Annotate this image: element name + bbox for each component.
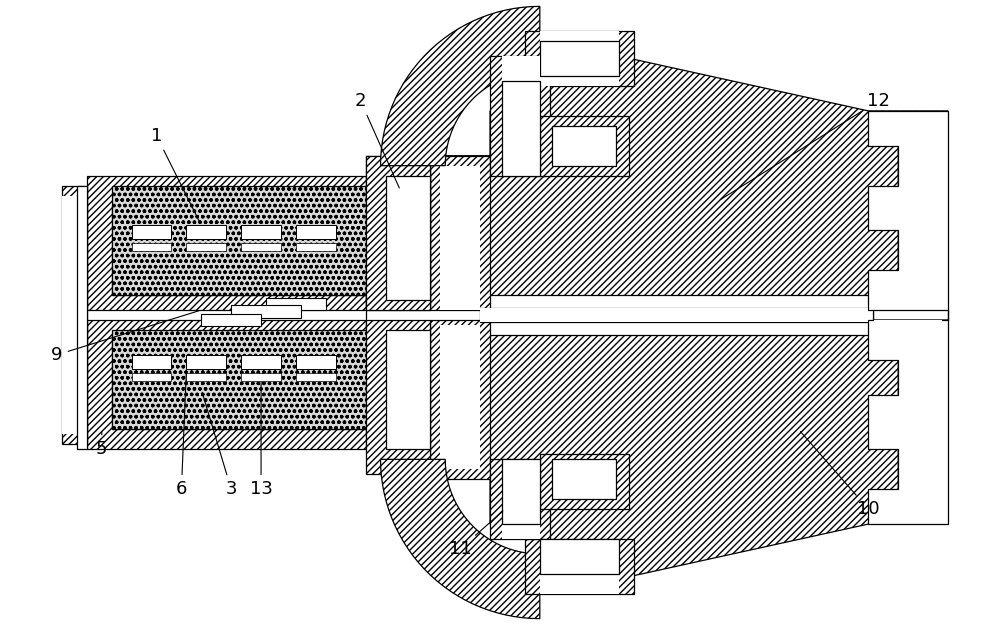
Polygon shape [381, 460, 540, 619]
Text: 5: 5 [96, 432, 108, 458]
Bar [386, 176, 430, 300]
Bar [201, 314, 261, 326]
Polygon shape [87, 320, 366, 450]
Bar [132, 225, 171, 240]
Polygon shape [868, 111, 948, 524]
Bar [241, 355, 281, 369]
Bar [241, 243, 281, 251]
Bar [132, 355, 171, 369]
Bar [540, 455, 629, 509]
Bar [540, 539, 619, 594]
Bar [480, 308, 873, 322]
Bar [540, 116, 629, 176]
Text: 2: 2 [355, 92, 399, 188]
Bar [525, 31, 634, 86]
Bar [266, 298, 326, 310]
Bar [366, 295, 873, 335]
Bar [231, 305, 301, 318]
Polygon shape [366, 155, 430, 310]
Polygon shape [381, 6, 540, 166]
Bar [502, 81, 540, 176]
Bar [77, 186, 87, 450]
Text: 9: 9 [51, 311, 199, 364]
Text: 3: 3 [202, 393, 237, 498]
Polygon shape [430, 56, 948, 310]
Bar [186, 243, 226, 251]
Bar [62, 186, 87, 445]
Bar [132, 372, 171, 381]
Text: 10: 10 [800, 431, 880, 518]
Bar [540, 31, 619, 86]
Bar [540, 41, 619, 76]
Bar [62, 196, 87, 435]
Bar [440, 325, 480, 469]
Bar [241, 225, 281, 240]
Bar [112, 186, 366, 295]
Bar [502, 56, 540, 176]
Polygon shape [87, 176, 366, 310]
Bar [186, 225, 226, 240]
Bar [112, 330, 366, 429]
Bar [296, 225, 336, 240]
Bar [480, 308, 868, 322]
Text: 11: 11 [449, 511, 503, 558]
Bar [552, 126, 616, 166]
Bar [490, 460, 550, 539]
Bar [552, 460, 616, 499]
Text: 13: 13 [250, 382, 273, 498]
Bar [440, 166, 480, 310]
Bar [502, 460, 540, 539]
Polygon shape [430, 320, 948, 579]
Bar [552, 126, 616, 166]
Bar [366, 155, 430, 310]
Bar [490, 56, 550, 176]
Bar [540, 539, 619, 574]
Bar [552, 460, 616, 499]
Bar [430, 155, 490, 310]
Bar [502, 460, 540, 524]
Bar [430, 320, 490, 479]
Bar [366, 320, 430, 474]
Bar [430, 310, 868, 320]
Bar [386, 176, 430, 300]
Text: 1: 1 [151, 127, 200, 223]
Bar [132, 243, 171, 251]
Bar [186, 372, 226, 381]
Bar [386, 330, 430, 450]
Bar [241, 372, 281, 381]
Bar [296, 243, 336, 251]
Bar [525, 539, 634, 594]
Bar [386, 330, 430, 450]
Text: 6: 6 [176, 372, 187, 498]
Bar [296, 372, 336, 381]
Bar [874, 320, 942, 330]
Bar [186, 355, 226, 369]
Bar [430, 298, 868, 320]
Text: 12: 12 [721, 92, 890, 199]
Bar [296, 355, 336, 369]
